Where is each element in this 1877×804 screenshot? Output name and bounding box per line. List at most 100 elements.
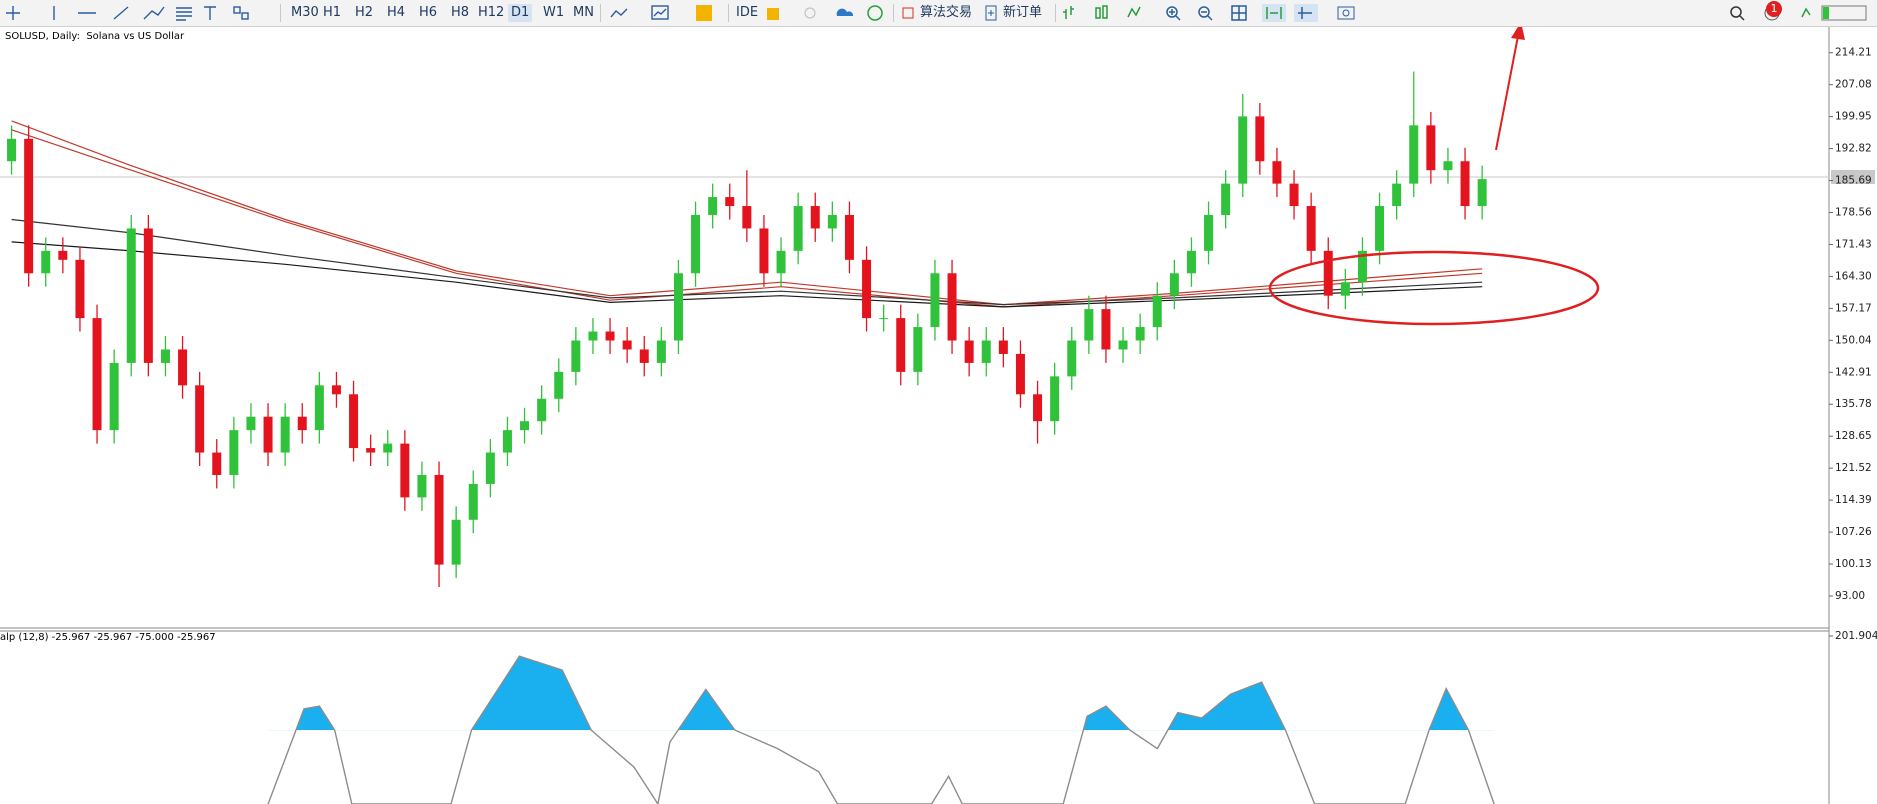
timeframe-button[interactable]: H8 [451,5,470,20]
candle-body [844,215,854,260]
candle-body [1426,125,1436,171]
timeframe-button[interactable]: H6 [419,5,438,20]
candle-body [1477,179,1487,207]
candle-body [195,385,205,453]
moving-average [11,120,1483,306]
new-order-button[interactable]: 新订单 [1003,5,1043,20]
histogram-area [295,656,1469,731]
y-tick-label: 142.91 [1835,366,1872,378]
candle-body [1409,125,1419,184]
candle-body [708,197,718,216]
timeframe-button[interactable]: H1 [323,5,342,20]
y-tick-label: 178.56 [1835,206,1872,218]
candle-body [297,416,307,431]
candle-body [810,206,820,229]
indicator-line [267,655,1495,804]
candle-body [571,340,581,372]
y-tick-label: 164.30 [1835,270,1872,282]
candle-body [622,340,632,350]
timeframe-button[interactable]: MN [573,5,594,20]
y-tick-label: 192.82 [1835,143,1872,155]
timeframe-button[interactable]: D1 [508,4,533,22]
candle-body [725,197,735,207]
candle-body [1255,116,1265,162]
candle-body [1323,250,1333,296]
candle-body [109,362,119,431]
algo-trading-button[interactable]: 算法交易 [920,5,973,20]
annotations [1268,22,1600,326]
candle-body [554,371,564,399]
candle-body [178,349,188,386]
candle-body [451,519,461,565]
candle-body [160,349,170,363]
candle-body [827,215,837,229]
y-tick-label: 214.21 [1835,47,1872,59]
candle-body [366,448,376,453]
service-icons[interactable] [765,3,895,23]
candle-body [314,385,324,431]
candle-body [691,215,701,274]
candle-body [400,443,410,498]
candle-body [24,138,34,274]
candle-body [742,206,752,229]
candle-body [263,416,273,453]
candle-body [1033,394,1043,422]
separator [1055,4,1056,22]
candle-body [280,416,290,453]
current-price-tag [1831,170,1875,184]
alert-badge: 1 [1766,1,1782,17]
timeframe-button[interactable]: H12 [478,5,505,20]
arrow-shaft [1495,35,1519,151]
candle-body [1443,161,1453,171]
chart-tools[interactable] [608,3,728,23]
y-tick-label: 135.78 [1835,398,1872,410]
moving-average [11,129,1483,308]
y-tick-label: 114.39 [1835,494,1872,506]
candle-body [485,452,495,484]
timeframe-button[interactable]: W1 [543,5,565,20]
candle-body [1357,250,1367,283]
candle-body [1015,353,1025,395]
candle-body [1118,340,1128,350]
timeframe-button[interactable]: H2 [355,5,374,20]
drawing-tools[interactable] [4,3,204,23]
candle-body [759,228,769,274]
toolbar: M30 H1 H2 H4 H6 H8 H12 D1 W1 MN IDE 算法交易… [0,0,1877,27]
candle-body [468,483,478,520]
candle-body [331,385,341,395]
candle-body [1169,273,1179,296]
candle-body [143,228,153,363]
candle-body [537,398,547,422]
status-icons[interactable] [1726,3,1876,23]
text-tools[interactable] [200,3,260,23]
timeframe-button[interactable]: M30 [291,5,319,20]
candle-body [502,430,512,453]
candle-body [1272,161,1282,184]
separator [728,4,729,22]
y-tick-label: 93.00 [1835,590,1865,602]
candle-body [41,250,51,274]
y-tick-label: 107.26 [1835,526,1872,538]
y-tick-label: 100.13 [1835,558,1872,570]
candle-body [1204,215,1214,251]
ide-button[interactable]: IDE [736,5,759,20]
y-tick-label: 150.04 [1835,334,1872,346]
candle-body [126,228,136,363]
candle-body [1238,116,1248,184]
view-tools[interactable] [1062,3,1362,23]
plot-area [7,71,1487,588]
order-icon [985,5,997,21]
y-tick-label: 199.95 [1835,111,1872,123]
timeframe-button[interactable]: H4 [387,5,406,20]
candle-body [588,331,598,341]
y-tick-label: 201.904 [1835,630,1877,642]
candle-body [417,474,427,498]
indicator-title: alp (12,8) -25.967 -25.967 -75.000 -25.9… [0,632,216,643]
candle-body [246,416,256,431]
candle-body [639,349,649,363]
candle-body [1306,206,1316,251]
candle-body [434,474,444,565]
candle-body [998,340,1008,354]
dollar-icon [696,5,712,21]
